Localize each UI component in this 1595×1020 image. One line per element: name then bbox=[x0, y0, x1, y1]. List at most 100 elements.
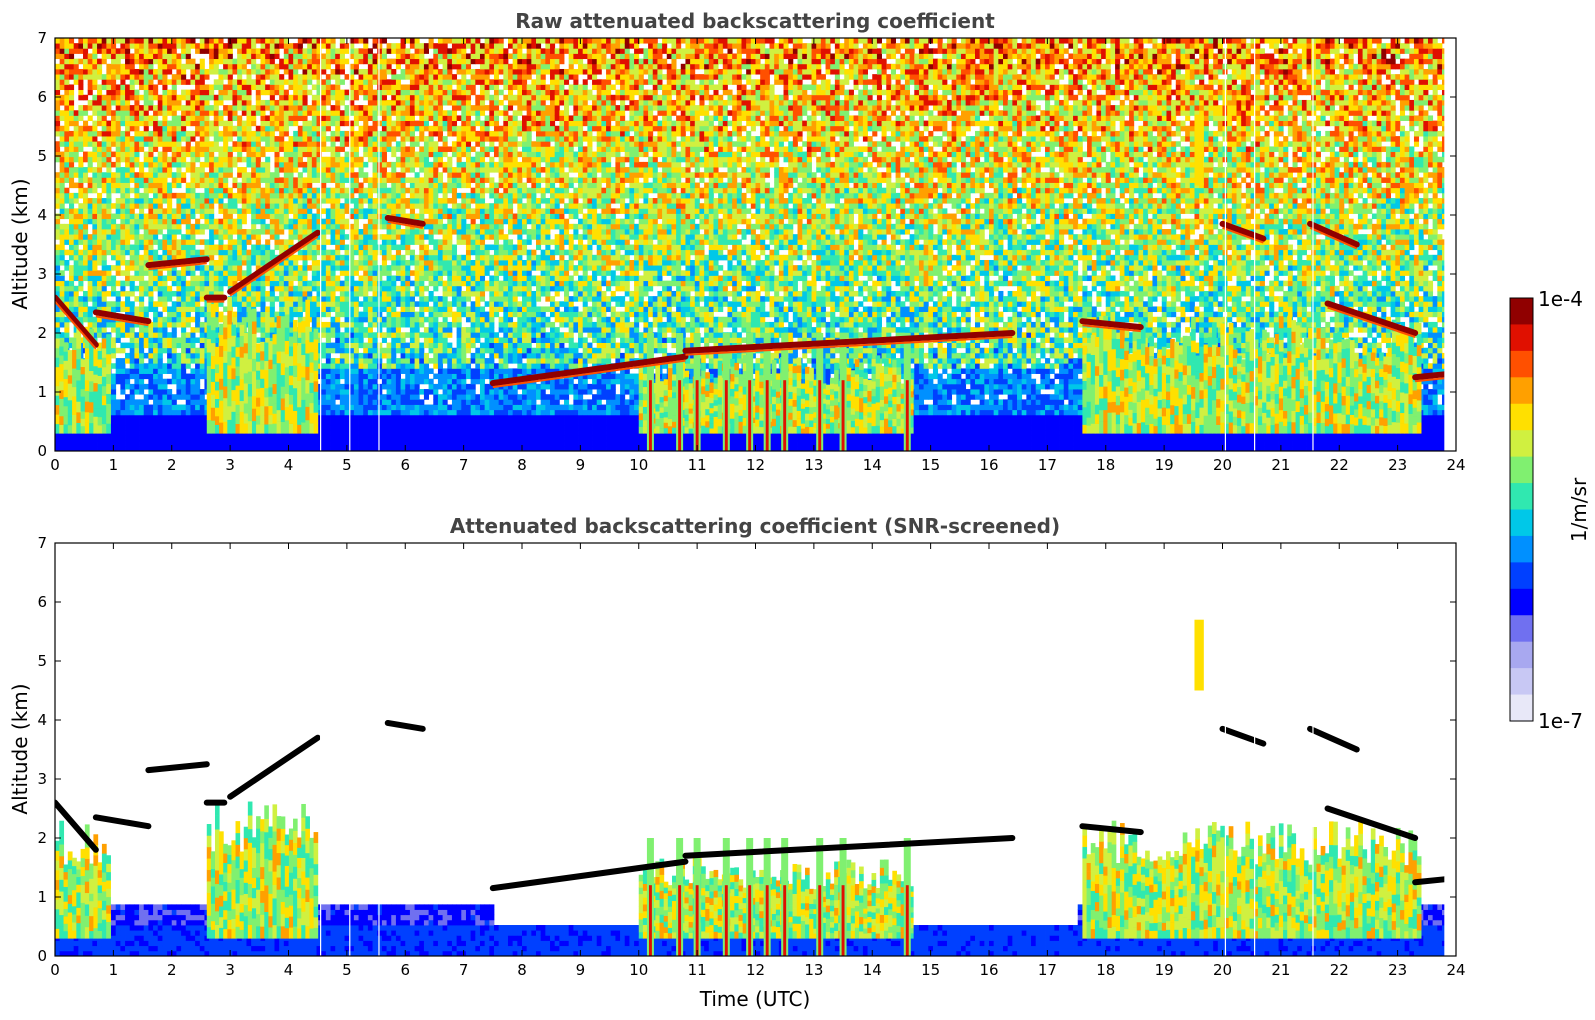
backscatter-cell bbox=[359, 265, 364, 271]
backscatter-cell bbox=[176, 410, 181, 416]
backscatter-cell bbox=[153, 255, 158, 261]
backscatter-cell bbox=[125, 214, 130, 220]
backscatter-cell bbox=[125, 239, 130, 245]
backscatter-cell bbox=[176, 167, 181, 173]
backscatter-cell bbox=[130, 69, 135, 75]
backscatter-cell bbox=[209, 90, 214, 96]
backscatter-cell bbox=[354, 131, 359, 137]
backscatter-cell bbox=[204, 172, 209, 178]
backscatter-cell bbox=[64, 105, 69, 111]
backscatter-cell bbox=[345, 286, 350, 292]
backscatter-cell bbox=[246, 146, 251, 152]
backscatter-cell bbox=[345, 141, 350, 147]
backscatter-cell bbox=[116, 183, 121, 189]
backscatter-cell bbox=[181, 74, 186, 80]
backscatter-cell bbox=[92, 146, 97, 152]
backscatter-cell bbox=[172, 229, 177, 235]
backscatter-cell bbox=[97, 198, 102, 204]
backscatter-cell bbox=[377, 358, 382, 364]
backscatter-cell bbox=[209, 152, 214, 158]
backscatter-cell bbox=[368, 188, 373, 194]
backscatter-cell bbox=[92, 234, 97, 240]
backscatter-cell bbox=[293, 198, 298, 204]
backscatter-cell bbox=[167, 208, 172, 214]
backscatter-cell bbox=[368, 115, 373, 121]
backscatter-cell bbox=[120, 436, 125, 442]
backscatter-cell bbox=[181, 291, 186, 297]
backscatter-cell bbox=[195, 115, 200, 121]
backscatter-cell bbox=[64, 239, 69, 245]
backscatter-cell bbox=[359, 74, 364, 80]
backscatter-cell bbox=[195, 436, 200, 442]
backscatter-cell bbox=[279, 115, 284, 121]
backscatter-cell bbox=[256, 255, 261, 261]
backscatter-cell bbox=[209, 126, 214, 132]
backscatter-cell bbox=[237, 291, 242, 297]
backscatter-cell bbox=[373, 141, 378, 147]
backscatter-cell bbox=[162, 95, 167, 101]
backscatter-cell bbox=[190, 337, 195, 343]
backscatter-cell bbox=[377, 64, 382, 70]
backscatter-cell bbox=[97, 234, 102, 240]
backscatter-cell bbox=[78, 84, 83, 90]
backscatter-cell bbox=[176, 368, 181, 374]
backscatter-cell bbox=[260, 275, 265, 281]
backscatter-cell bbox=[120, 306, 125, 312]
backscatter-cell bbox=[274, 188, 279, 194]
backscatter-cell bbox=[167, 430, 172, 436]
backscatter-cell bbox=[200, 203, 205, 209]
backscatter-cell bbox=[223, 162, 228, 168]
backscatter-cell bbox=[116, 198, 121, 204]
backscatter-cell bbox=[218, 136, 223, 142]
backscatter-cell bbox=[312, 214, 317, 220]
backscatter-cell bbox=[190, 157, 195, 163]
backscatter-cell bbox=[223, 152, 228, 158]
backscatter-cell bbox=[64, 126, 69, 132]
backscatter-cell bbox=[69, 172, 74, 178]
backscatter-cell bbox=[153, 389, 158, 395]
backscatter-cell bbox=[134, 229, 139, 235]
backscatter-cell bbox=[246, 53, 251, 59]
backscatter-cell bbox=[106, 322, 111, 328]
backscatter-cell bbox=[382, 322, 387, 328]
backscatter-cell bbox=[377, 69, 382, 75]
backscatter-cell bbox=[200, 172, 205, 178]
backscatter-cell bbox=[242, 219, 247, 225]
backscatter-cell bbox=[60, 131, 65, 137]
backscatter-cell bbox=[190, 90, 195, 96]
backscatter-cell bbox=[190, 420, 195, 426]
backscatter-cell bbox=[74, 260, 79, 266]
backscatter-cell bbox=[144, 353, 149, 359]
backscatter-cell bbox=[153, 270, 158, 276]
backscatter-cell bbox=[83, 270, 88, 276]
backscatter-cell bbox=[331, 322, 336, 328]
backscatter-cell bbox=[312, 224, 317, 230]
backscatter-cell bbox=[340, 131, 345, 137]
backscatter-cell bbox=[242, 312, 247, 318]
backscatter-cell bbox=[106, 198, 111, 204]
backscatter-cell bbox=[368, 410, 373, 416]
backscatter-cell bbox=[265, 162, 270, 168]
backscatter-cell bbox=[359, 69, 364, 75]
backscatter-cell bbox=[242, 234, 247, 240]
backscatter-cell bbox=[134, 193, 139, 199]
backscatter-cell bbox=[190, 79, 195, 85]
backscatter-cell bbox=[83, 38, 88, 44]
backscatter-cell bbox=[303, 250, 308, 256]
backscatter-cell bbox=[186, 105, 191, 111]
backscatter-cell bbox=[139, 43, 144, 49]
backscatter-cell bbox=[303, 136, 308, 142]
backscatter-cell bbox=[200, 136, 205, 142]
backscatter-cell bbox=[335, 79, 340, 85]
backscatter-cell bbox=[148, 384, 153, 390]
backscatter-cell bbox=[256, 172, 261, 178]
backscatter-cell bbox=[331, 172, 336, 178]
backscatter-cell bbox=[125, 121, 130, 127]
backscatter-cell bbox=[172, 358, 177, 364]
backscatter-cell bbox=[373, 281, 378, 287]
backscatter-cell bbox=[228, 59, 233, 65]
backscatter-cell bbox=[158, 95, 163, 101]
backscatter-cell bbox=[176, 275, 181, 281]
backscatter-cell bbox=[83, 436, 88, 442]
backscatter-cell bbox=[190, 193, 195, 199]
